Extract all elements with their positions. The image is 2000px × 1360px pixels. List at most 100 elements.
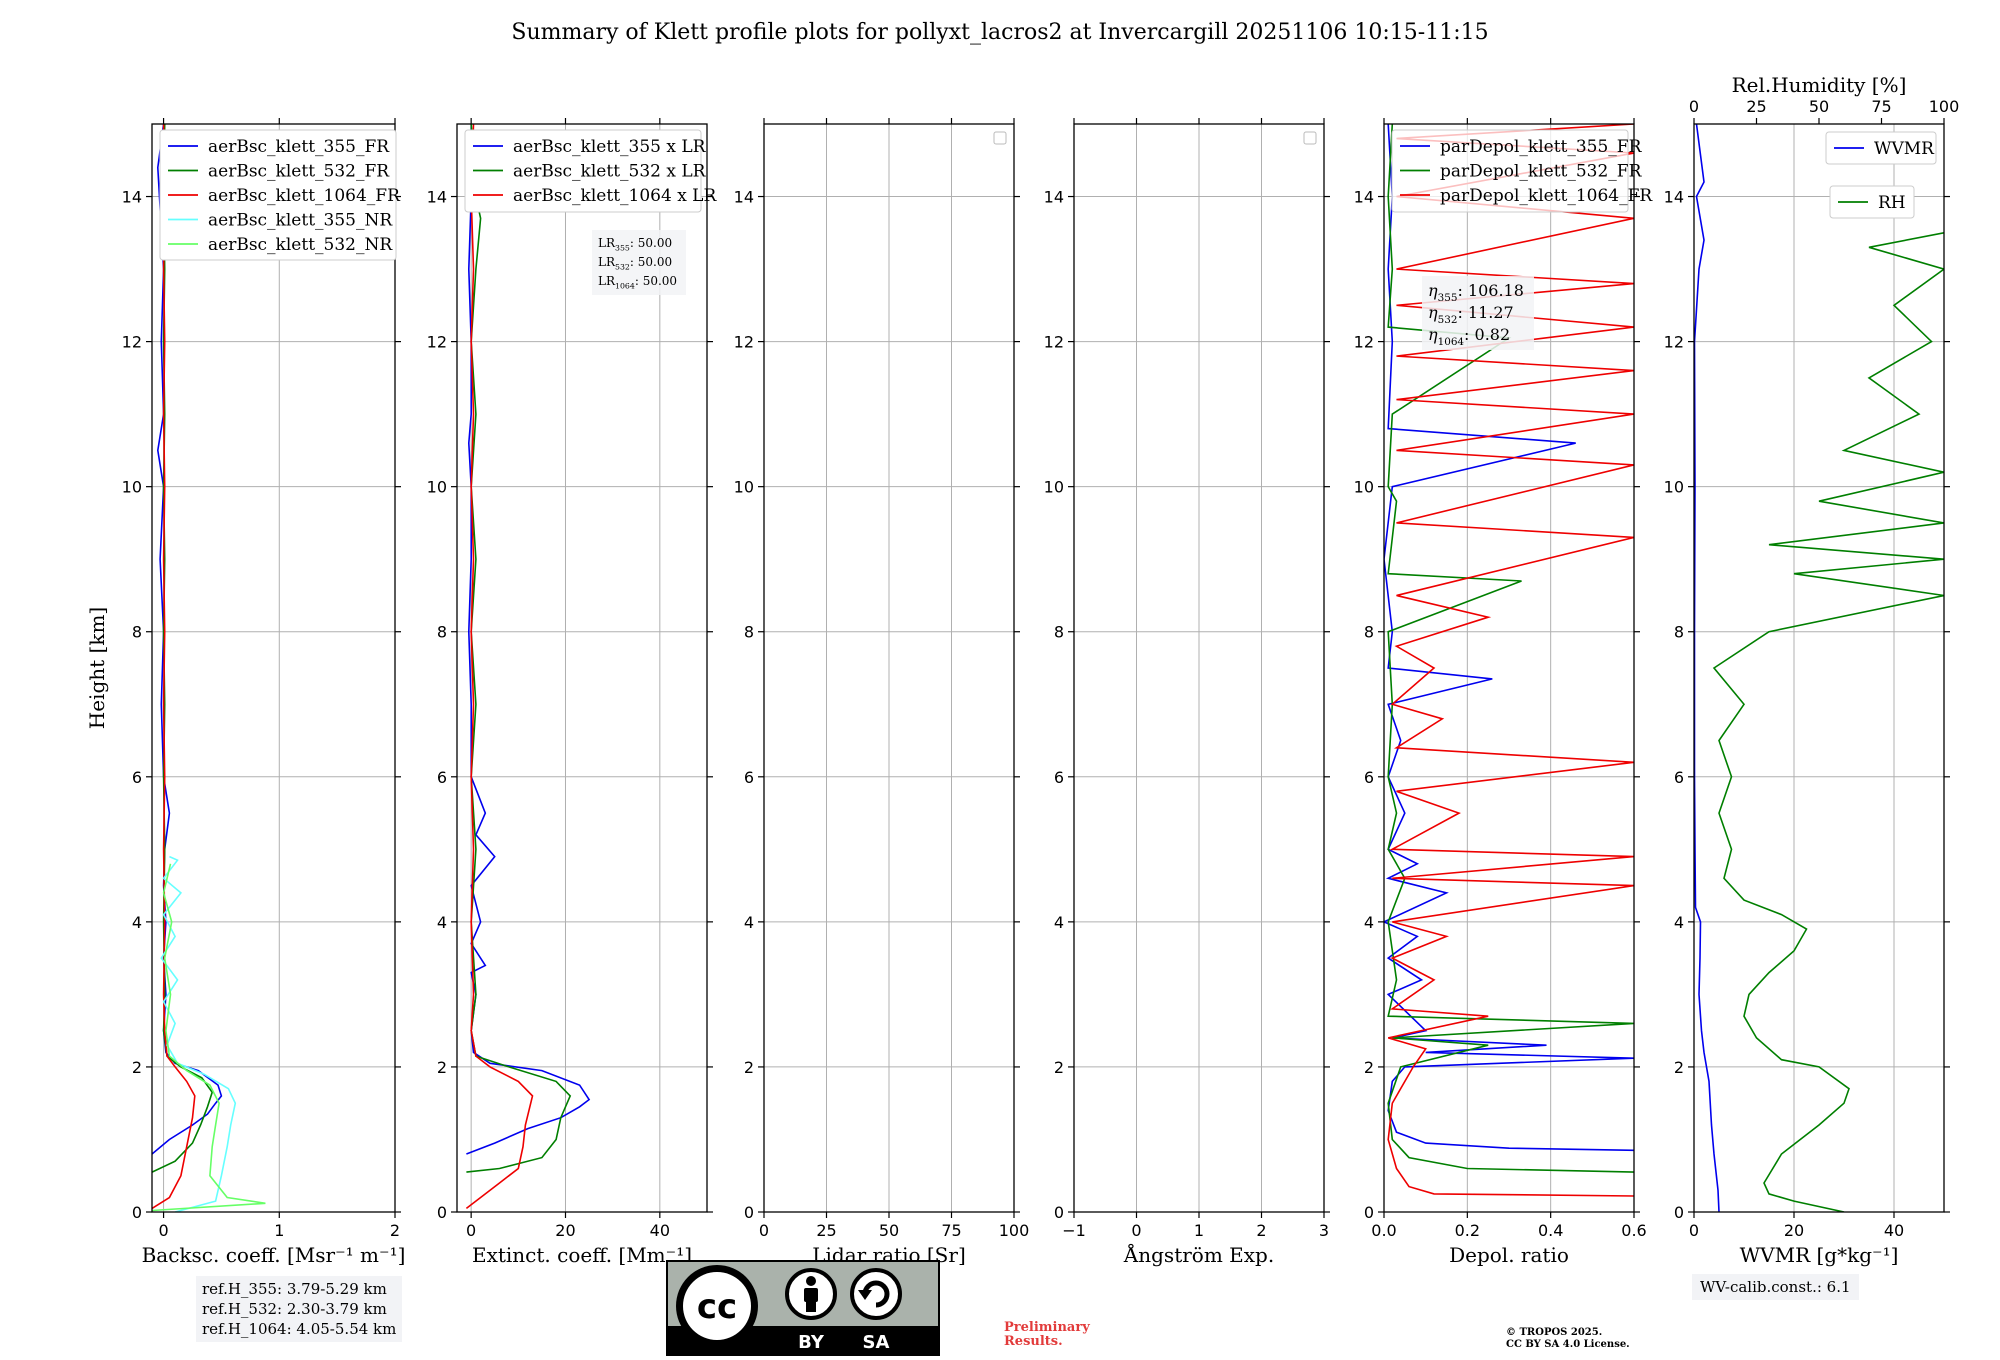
legend: parDepol_klett_355_FR parDepol_klett_532_…: [1391, 129, 1653, 213]
annotation-subscript: 1064: [1438, 336, 1465, 348]
x-tick-label: 3: [1319, 1221, 1329, 1240]
y-tick-label: 0: [1054, 1203, 1064, 1222]
copyright-line-2: CC BY SA 4.0 License.: [1506, 1339, 1630, 1350]
share-alike-icon: [850, 1268, 902, 1320]
axes-frame: [1693, 123, 1945, 1213]
y-tick-label: 4: [744, 913, 754, 932]
cc-badge-sa: SA: [863, 1332, 890, 1353]
legend: aerBsc_klett_355 x LR aerBsc_klett_532 x …: [464, 129, 717, 213]
y-tick-label: 0: [132, 1203, 142, 1222]
y-tick-label: 2: [132, 1058, 142, 1077]
y-tick-label: 12: [122, 333, 142, 352]
x-axis-label: Ångström Exp.: [1123, 1242, 1274, 1267]
annotation-box: [592, 230, 686, 295]
annotation-value: : 11.27: [1457, 303, 1513, 322]
annotation-value: : 0.82: [1464, 325, 1510, 344]
x-tick-label: 20: [1784, 1221, 1804, 1240]
x-tick-label: 0.0: [1371, 1221, 1396, 1240]
y-tick-label: 14: [734, 188, 754, 207]
y-tick-label: 2: [437, 1058, 447, 1077]
ref-height-1064: ref.H_1064: 4.05-5.54 km: [202, 1320, 397, 1338]
series-line-parDepol_klett_532_FR: [1387, 124, 1634, 1173]
annotation-symbol: η: [1428, 325, 1438, 344]
y-tick-label: 6: [1364, 768, 1374, 787]
cc-badge-cc: cc: [697, 1287, 737, 1327]
y-tick-label: 6: [1054, 768, 1064, 787]
y-tick-label: 12: [427, 333, 447, 352]
annotation-text: η355: 106.18: [1428, 281, 1524, 304]
panel-2: 0 20 40 0 2 4 6 8 10 12 14 Extinct. coeff. [Mm⁻¹] ae…: [427, 118, 717, 1267]
x-tick-label: −1: [1062, 1221, 1086, 1240]
panel-6: 0 20 40 0 2 4 6 8 10 12 14 WVMR [g*kg⁻¹] 0 25 50 75 100 R…: [1664, 73, 1960, 1267]
annotation-value: : 106.18: [1457, 281, 1523, 300]
annotation-text: η532: 11.27: [1428, 303, 1514, 326]
x-tick-label: 25: [816, 1221, 836, 1240]
x-tick-label: 0.4: [1538, 1221, 1563, 1240]
series-line-aerBsc_klett_532 x LR: [466, 124, 572, 1173]
x-tick-label: 100: [999, 1221, 1030, 1240]
y-tick-label: 2: [744, 1058, 754, 1077]
y-axis-label: Height [km]: [85, 607, 109, 729]
y-tick-label: 14: [1354, 188, 1374, 207]
legend: WVMR RH: [1825, 131, 1937, 219]
y-tick-label: 2: [1674, 1058, 1684, 1077]
preliminary-line-1: Preliminary: [1004, 1320, 1090, 1335]
y-tick-label: 8: [1674, 623, 1684, 642]
series-line-RH: [1712, 232, 1944, 1212]
x-tick-label: 0: [1689, 1221, 1699, 1240]
legend: aerBsc_klett_355_FR aerBsc_klett_532_FRae…: [159, 129, 401, 261]
x-tick-label: 1: [274, 1221, 284, 1240]
y-tick-label: 14: [1664, 188, 1684, 207]
y-tick-label: 0: [1674, 1203, 1684, 1222]
series-line-aerBsc_klett_532_NR: [152, 863, 266, 1212]
wv-calibration-text: WV-calib.const.: 6.1: [1700, 1278, 1851, 1296]
legend-label: aerBsc_klett_532_NR: [208, 235, 393, 255]
top-x-tick-label: 0: [1689, 97, 1699, 116]
annotation-text: η1064: 0.82: [1428, 325, 1510, 348]
legend-label: aerBsc_klett_1064 x LR: [513, 186, 717, 206]
top-x-tick-label: 100: [1929, 97, 1960, 116]
x-tick-label: 2: [1256, 1221, 1266, 1240]
x-tick-label: 2: [390, 1221, 400, 1240]
legend-label: aerBsc_klett_355 x LR: [513, 137, 707, 157]
copyright-note: © TROPOS 2025. CC BY SA 4.0 License.: [1506, 1327, 1630, 1351]
y-tick-label: 12: [1664, 333, 1684, 352]
annotation-subscript: 532: [1438, 314, 1458, 326]
annotation-subscript: 1064: [615, 282, 635, 291]
x-tick-label: 20: [555, 1221, 575, 1240]
series-line-aerBsc_klett_1064 x LR: [465, 124, 534, 1210]
empty-legend-box: [993, 131, 1007, 145]
cc-by-sa-license-badge: cc BY SA: [666, 1260, 940, 1356]
series-line-aerBsc_klett_355 x LR: [466, 124, 591, 1155]
axes-frame: [1383, 123, 1635, 1213]
x-tick-label: 0: [759, 1221, 769, 1240]
y-tick-label: 6: [437, 768, 447, 787]
y-tick-label: 6: [744, 768, 754, 787]
x-axis-label: Backsc. coeff. [Msr⁻¹ m⁻¹]: [142, 1243, 406, 1267]
annotation-box: [1422, 276, 1534, 350]
y-tick-label: 4: [437, 913, 447, 932]
y-tick-label: 0: [437, 1203, 447, 1222]
axes-frame: [456, 123, 708, 1213]
panel-5: 0.0 0.2 0.4 0.6 0 2 4 6 8 10 12 14 Depol. ratio parDe…: [1354, 118, 1653, 1267]
y-tick-label: 14: [122, 188, 142, 207]
y-tick-label: 0: [1364, 1203, 1374, 1222]
legend-label: parDepol_klett_1064_FR: [1440, 186, 1653, 206]
annotation-subscript: 355: [615, 244, 630, 253]
y-tick-label: 8: [132, 623, 142, 642]
y-tick-label: 10: [1044, 478, 1064, 497]
top-x-tick-label: 50: [1809, 97, 1829, 116]
empty-legend-box: [1303, 131, 1317, 145]
x-tick-label: 50: [879, 1221, 899, 1240]
y-tick-label: 8: [1364, 623, 1374, 642]
y-tick-label: 8: [1054, 623, 1064, 642]
legend-label: RH: [1878, 193, 1906, 213]
series-line-aerBsc_klett_355_NR: [160, 855, 237, 1212]
legend-label: parDepol_klett_355_FR: [1440, 137, 1643, 157]
x-tick-label: 0.2: [1455, 1221, 1480, 1240]
y-tick-label: 0: [744, 1203, 754, 1222]
person-icon: [785, 1268, 837, 1320]
